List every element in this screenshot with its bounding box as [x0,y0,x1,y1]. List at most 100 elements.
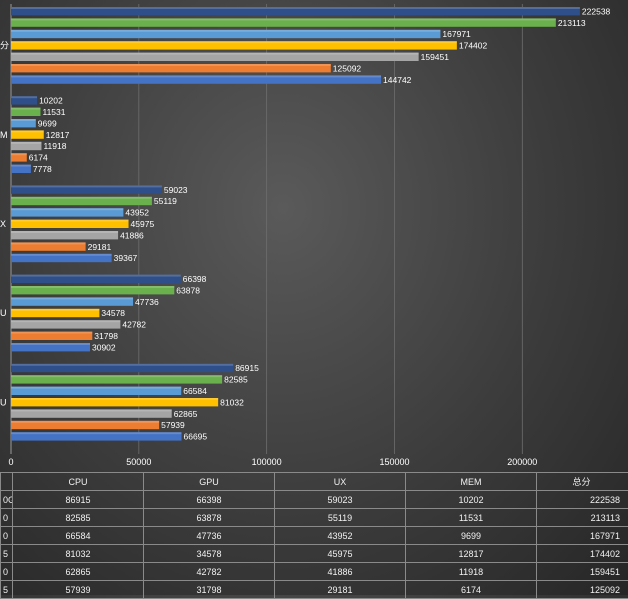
data-label: 11918 [43,141,66,151]
table-cell: 125092 [537,581,628,599]
table-cell: 63878 [144,509,275,527]
table-header-cell: GPU [144,473,275,491]
bar-highlight [11,421,159,423]
data-label: 29181 [88,242,112,252]
data-label: 31798 [94,331,118,341]
table-cell: 29181 [275,581,406,599]
table-cell: 66398 [144,491,275,509]
data-label: 159451 [421,52,450,62]
x-tick-label: 200000 [507,457,537,467]
table-row-label: 5 [1,581,13,599]
bar-highlight [11,343,90,345]
data-label: 7778 [33,164,52,174]
data-label: 222538 [582,6,611,16]
bar-highlight [11,387,181,389]
table-row-label: 5 [1,545,13,563]
bar-highlight [11,275,181,277]
x-tick-label: 100000 [252,457,282,467]
table-cell: 55119 [275,509,406,527]
table-cell: 59023 [275,491,406,509]
data-label: 12817 [46,130,70,140]
bar-highlight [11,364,233,366]
bar-highlight [11,53,419,55]
table-cell: 167971 [537,527,628,545]
data-label: 6174 [29,153,48,163]
bar-highlight [11,7,580,9]
table-cell: 9699 [406,527,537,545]
data-label: 57939 [161,420,185,430]
table-row-label: 0G [1,491,13,509]
bar-highlight [11,185,162,187]
data-label: 42782 [122,320,146,330]
data-label: 174402 [459,41,488,51]
bar-highlight [11,432,182,434]
table-header-cell [1,473,13,491]
data-label: 30902 [92,342,116,352]
table-row-label: 0 [1,509,13,527]
data-label: 59023 [164,185,188,195]
table-cell: 47736 [144,527,275,545]
data-label: 34578 [101,308,125,318]
bar-highlight [11,254,112,256]
data-label: 86915 [235,363,259,373]
bar-highlight [11,242,86,244]
bar-highlight [11,64,331,66]
table-cell: 11531 [406,509,537,527]
x-tick-label: 150000 [379,457,409,467]
table-cell: 10202 [406,491,537,509]
table-cell: 41886 [275,563,406,581]
table-cell: 81032 [13,545,144,563]
bar-highlight [11,231,118,233]
table-cell: 86915 [13,491,144,509]
bar-highlight [11,409,172,411]
data-label: 9699 [38,118,57,128]
data-label: 66584 [183,386,207,396]
data-label: 39367 [114,253,138,263]
data-label: 55119 [154,196,177,206]
bar-highlight [11,119,36,121]
table-cell: 42782 [144,563,275,581]
data-label: 63878 [176,285,200,295]
table-cell: 45975 [275,545,406,563]
data-label: 66398 [183,274,207,284]
table-header-cell: MEM [406,473,537,491]
bar-highlight [11,153,27,155]
bar-highlight [11,142,41,144]
table-cell: 82585 [13,509,144,527]
bar-highlight [11,75,381,77]
x-axis-ticks: 0 50000 100000 150000 200000 [8,457,537,467]
table-cell: 222538 [537,491,628,509]
data-label: 213113 [558,18,586,28]
bar-highlight [11,41,457,43]
bar-highlight [11,332,92,334]
table-row-label: 0 [1,527,13,545]
bar-highlight [11,320,120,322]
x-tick-label: 50000 [126,457,151,467]
data-label: 41886 [120,230,144,240]
table-cell: 174402 [537,545,628,563]
bars [11,7,580,441]
bar-highlight [11,375,222,377]
data-label: 45975 [131,219,155,229]
data-label: 43952 [125,208,149,218]
table-cell: 34578 [144,545,275,563]
bar-highlight [11,398,218,400]
category-label: X [0,219,6,229]
bar-highlight [11,96,37,98]
x-tick-label: 0 [8,457,13,467]
bar-highlight [11,130,44,132]
table-header-cell: 总分 [537,473,628,491]
bar-highlight [11,208,123,210]
category-label: U [0,397,7,407]
table-cell: 62865 [13,563,144,581]
data-label: 144742 [383,75,412,85]
table-cell: 57939 [13,581,144,599]
data-label: 81032 [220,397,244,407]
